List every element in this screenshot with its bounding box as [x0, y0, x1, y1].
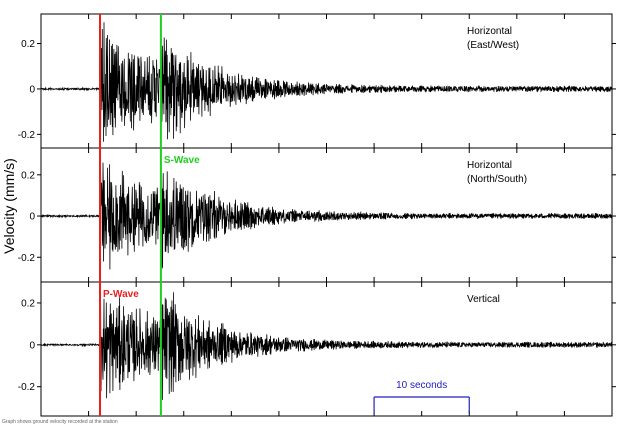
y-tick-label: 0.2 — [21, 298, 35, 309]
panel-label: Vertical — [467, 294, 500, 305]
p-wave-label: P-Wave — [103, 289, 139, 300]
panel-frame — [40, 281, 613, 417]
waveform-trace — [40, 162, 613, 270]
y-tick-label: 0 — [29, 340, 35, 351]
y-tick-label: 0.2 — [21, 170, 35, 181]
panel-3: -0.2 0 0.2 Vertical — [18, 281, 616, 417]
scale-bar: 10 seconds — [373, 380, 470, 413]
y-tick-label: -0.2 — [18, 253, 36, 264]
y-tick-label: -0.2 — [18, 130, 36, 141]
y-tick-label: -0.2 — [18, 382, 36, 393]
panels-layer: -0.2 0 0.2 Horizontal (East/West) -0.2 0 0.2 Hor… — [18, 13, 616, 417]
scale-bar-label: 10 seconds — [396, 380, 447, 391]
y-axis-label: Velocity (mm/s) — [1, 158, 17, 254]
panel-2: -0.2 0 0.2 Horizontal (North/South) — [18, 147, 616, 283]
y-tick-label: 0.2 — [21, 39, 35, 50]
y-tick-label: 0 — [29, 212, 35, 223]
markers-layer: P-Wave S-Wave — [99, 14, 200, 416]
waveform-trace — [40, 292, 613, 400]
panel-1: -0.2 0 0.2 Horizontal (East/West) — [18, 13, 616, 149]
y-tick-label: 0 — [29, 84, 35, 95]
caption: Graph shows ground velocity recorded at … — [2, 419, 118, 425]
panel-label: Horizontal (East/West) — [467, 26, 519, 51]
panel-frame — [40, 13, 613, 149]
s-wave-label: S-Wave — [164, 155, 200, 166]
waveform-trace — [40, 22, 613, 142]
panel-label: Horizontal (North/South) — [467, 160, 527, 185]
